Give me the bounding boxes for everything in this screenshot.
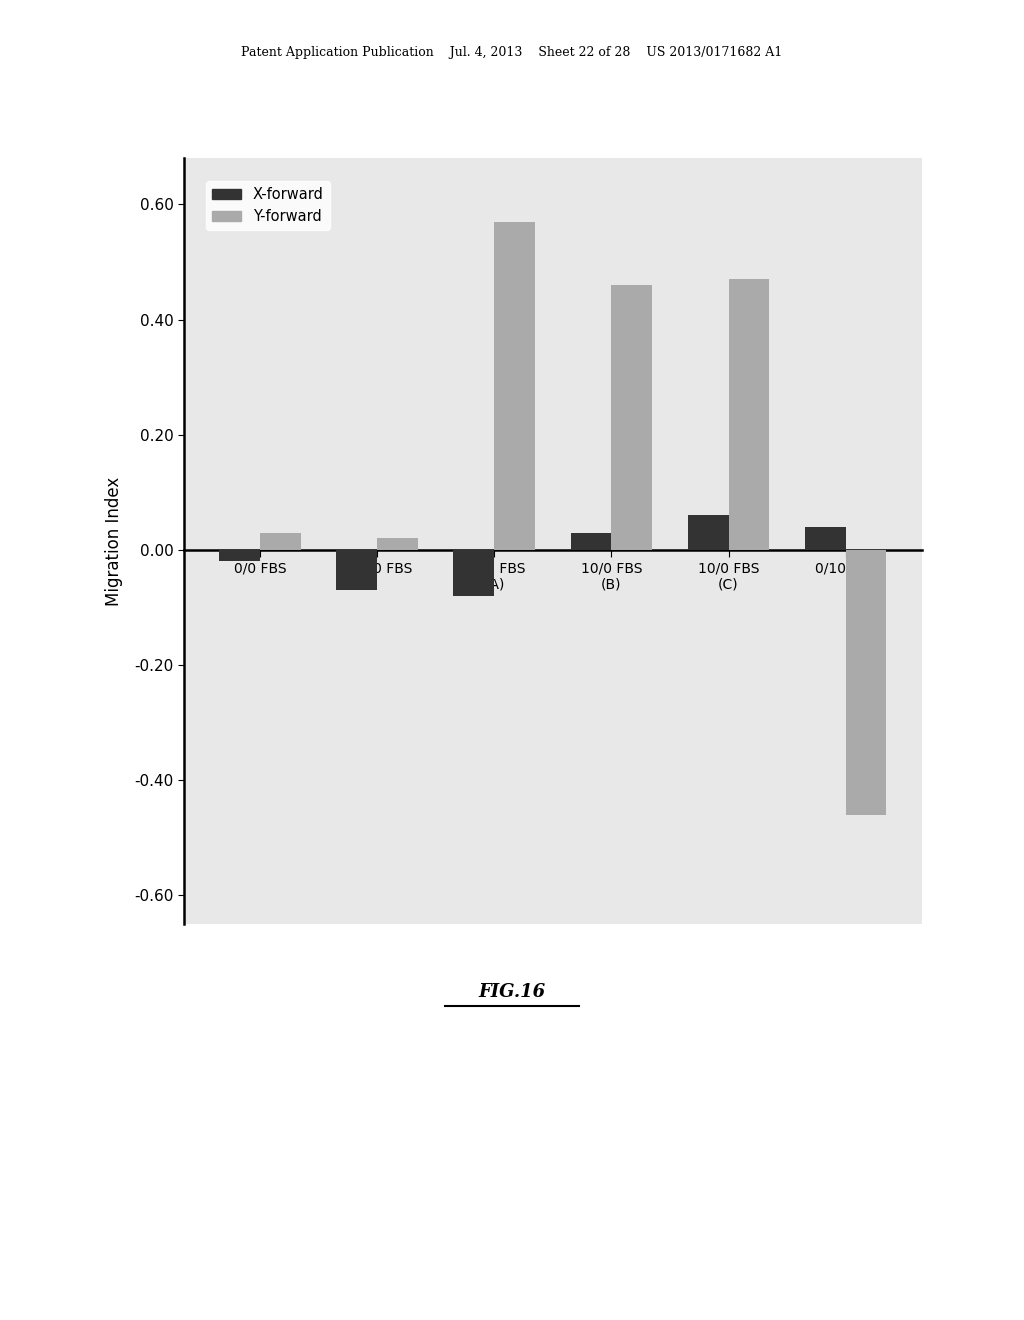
Bar bbox=[219, 550, 260, 561]
Bar bbox=[378, 539, 419, 550]
Bar bbox=[611, 285, 652, 550]
Text: Patent Application Publication    Jul. 4, 2013    Sheet 22 of 28    US 2013/0171: Patent Application Publication Jul. 4, 2… bbox=[242, 46, 782, 59]
Text: FIG.16: FIG.16 bbox=[478, 983, 546, 1002]
Bar bbox=[337, 550, 378, 590]
Bar bbox=[687, 515, 728, 550]
Bar bbox=[570, 532, 611, 550]
Bar bbox=[805, 527, 846, 550]
Bar bbox=[846, 550, 887, 814]
Bar bbox=[454, 550, 495, 595]
Bar bbox=[728, 280, 769, 550]
Legend: X-forward, Y-forward: X-forward, Y-forward bbox=[207, 181, 330, 230]
Bar bbox=[260, 532, 301, 550]
Bar bbox=[495, 222, 536, 550]
Y-axis label: Migration Index: Migration Index bbox=[105, 477, 124, 606]
